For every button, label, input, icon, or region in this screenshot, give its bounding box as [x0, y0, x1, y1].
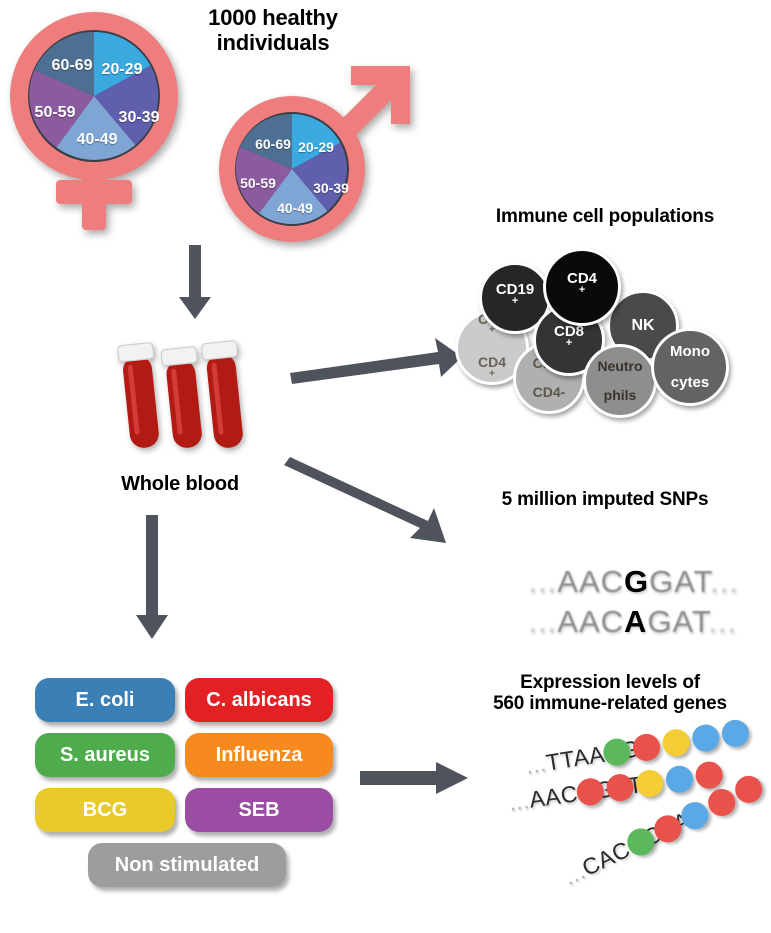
stimulus-label: BCG: [82, 798, 128, 821]
whole-blood-label: Whole blood: [121, 473, 239, 495]
male-gender-symbol: 20-29 30-39 40-49 50-59 60-69: [205, 58, 420, 258]
arrow-blood-to-snps: [284, 455, 463, 550]
cell-label-line1: CD19: [495, 281, 535, 299]
cohort-heading-line1: 1000 healthy: [208, 5, 338, 30]
cohort-heading: 1000 healthy individuals: [178, 5, 368, 55]
snp-variant-allele: A: [624, 604, 648, 639]
snp-suffix: ...: [710, 564, 740, 599]
stimulus-c-albicans[interactable]: C. albicans: [185, 678, 333, 722]
strand-bead: [730, 771, 767, 808]
immune-cell-cluster: CD19+ CD4+ CD8+ CD4+ CD8+ NK CD8- CD4-: [455, 242, 755, 422]
female-age-pie: [29, 31, 159, 160]
stimulus-non-stimulated[interactable]: Non stimulated: [88, 843, 286, 887]
stimulus-label: E. coli: [75, 688, 135, 711]
arrow-down-icon: [136, 515, 168, 639]
cell-label-sup1: +: [565, 337, 573, 349]
strand-bead: [660, 727, 692, 759]
cell-label-line2: CD4: [477, 354, 506, 371]
snp-prefix: ...: [528, 564, 558, 599]
arrow-right-up-icon: [290, 338, 462, 384]
cell-label-line2: phils: [603, 387, 637, 404]
strand-bead: [719, 717, 751, 749]
female-gender-symbol: 20-29 30-39 40-49 50-59 60-69: [4, 8, 194, 238]
snp-left: AAC: [557, 564, 625, 599]
immune-cell-populations-heading: Immune cell populations: [495, 206, 715, 227]
strand-bead: [690, 722, 722, 754]
stimulus-bcg[interactable]: BCG: [35, 788, 175, 832]
stimulus-e-coli[interactable]: E. coli: [35, 678, 175, 722]
arrow-blood-to-immune-cells: [288, 330, 463, 385]
immune-cell-cd4-positive: CD4 +: [543, 248, 621, 326]
expression-heading: Expression levels of 560 immune-related …: [460, 672, 760, 715]
expression-heading-line1: Expression levels of: [520, 672, 700, 693]
stimulus-label: SEB: [238, 798, 280, 821]
cell-label-line2: CD4-: [532, 384, 566, 401]
arrow-right-down-icon: [284, 457, 446, 543]
cohort-heading-line2: individuals: [216, 29, 330, 55]
snp-suffix: ...: [708, 604, 738, 639]
snp-sequence-row-2: ...AACAGAT...: [490, 568, 737, 676]
arrow-down-blood-to-stimuli: [132, 515, 172, 640]
snp-variant-allele: G: [624, 564, 650, 599]
snp-right: GAT: [647, 604, 709, 639]
cell-label-line1: CD8: [553, 323, 584, 341]
cell-label-line1: Neutro: [597, 358, 643, 375]
female-symbol-shape: [10, 12, 178, 230]
cell-label-sup1: +: [578, 284, 586, 296]
snp-left: AAC: [557, 604, 625, 639]
snp-right: GAT: [649, 564, 711, 599]
snp-sequence-row-1: ...AACGGAT...: [490, 528, 739, 636]
cell-label-sup2: +: [489, 368, 495, 380]
arrow-right-icon: [360, 762, 468, 794]
cell-label-line1: CD4: [566, 270, 597, 288]
cell-label-sup1: +: [511, 295, 519, 307]
snp-prefix: ...: [528, 604, 558, 639]
cell-label-sup1: +: [489, 324, 495, 336]
arrow-down-icon: [179, 245, 211, 319]
male-symbol-shape: [219, 66, 410, 242]
arrow-down-cohort-to-blood: [175, 245, 215, 320]
whole-blood-tubes: [110, 338, 250, 458]
stimulus-label: Non stimulated: [114, 853, 260, 876]
expression-heading-line2: 560 immune-related genes: [493, 693, 727, 715]
stimulus-s-aureus[interactable]: S. aureus: [35, 733, 175, 777]
immune-cell-monocytes: Mono cytes: [651, 328, 729, 406]
cell-label-line2: cytes: [670, 373, 710, 391]
immune-cell-neutrophils: Neutro phils: [583, 344, 657, 418]
male-age-pie: [235, 113, 347, 225]
stimulus-label: C. albicans: [206, 688, 312, 711]
stimulus-seb[interactable]: SEB: [185, 788, 333, 832]
arrow-stimuli-to-expression: [360, 760, 470, 796]
stimulus-label: S. aureus: [59, 743, 151, 766]
cell-label-line1: NK: [631, 316, 655, 334]
cell-label-line1: Mono: [670, 342, 710, 360]
stimulus-influenza[interactable]: Influenza: [185, 733, 333, 777]
stimulus-label: Influenza: [215, 743, 303, 766]
blood-tubes-icon: [117, 340, 243, 448]
snps-heading: 5 million imputed SNPs: [501, 489, 709, 510]
